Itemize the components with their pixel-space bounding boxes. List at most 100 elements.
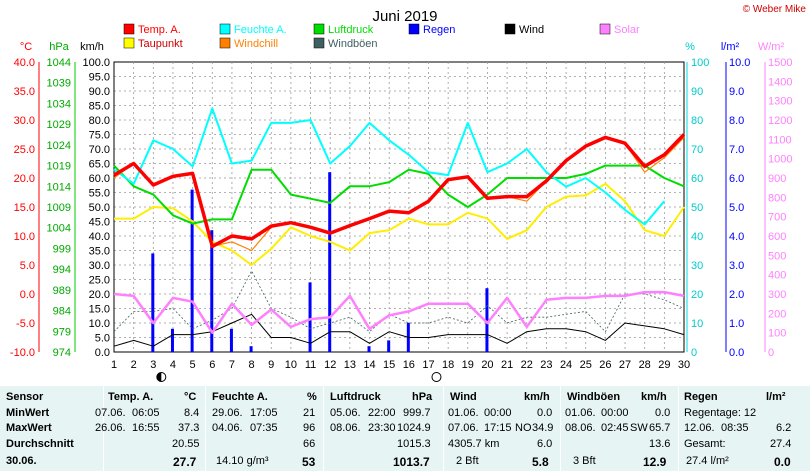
temp-tick-label: 40.0 — [14, 57, 35, 69]
gust-min-date: 01.06. — [565, 407, 596, 419]
humidity-series-line — [113, 107, 666, 226]
hum-min: 21 — [303, 407, 316, 419]
hum-tick-label: 60 — [691, 173, 703, 185]
pressure-series-line — [113, 164, 685, 225]
solar-tick-label: 1200 — [768, 115, 792, 127]
day-tick-label: 29 — [658, 359, 670, 371]
solar-tick-label: 400 — [768, 270, 786, 282]
press-today: 1013.7 — [393, 455, 430, 469]
wind-max-date: 07.06. — [448, 422, 479, 434]
gust-min-time: 00:00 — [601, 407, 629, 419]
wind-min-date: 01.06. — [448, 407, 479, 419]
wind-min: 0.0 — [537, 407, 553, 419]
day-tick-label: 25 — [580, 359, 592, 371]
temp-min-date: 07.06. — [95, 407, 126, 419]
press-tick-label: 979 — [53, 326, 71, 338]
hum-header: Feuchte A. — [212, 391, 268, 403]
press-tick-label: 984 — [53, 306, 71, 318]
press-max-time: 23:30 — [368, 422, 396, 434]
hum-tick-label: 40 — [691, 231, 703, 243]
wind-tick-label: 65.0 — [89, 159, 110, 171]
rain-tick-label: 2.0 — [729, 289, 744, 301]
rain-tick-label: 6.0 — [729, 173, 744, 185]
rain-bar — [485, 288, 489, 352]
hum-max-time: 07:35 — [250, 422, 278, 434]
row-max: MaxWert — [6, 422, 52, 434]
hum-tick-label: 20 — [691, 289, 703, 301]
wind-min-time: 00:00 — [484, 407, 512, 419]
press-tick-label: 1029 — [47, 119, 71, 131]
rain-today-sum: 27.4 l/m² — [686, 455, 729, 467]
temp-tick-label: -10.0 — [10, 347, 35, 359]
weather-chart: Juni 2019 © Weber Mike Temp. A. Feuchte A. L… — [10, 4, 806, 382]
temp-tick-label: 15.0 — [14, 202, 35, 214]
temp-tick-label: 10.0 — [14, 231, 35, 243]
gust-max: 65.7 — [649, 422, 671, 434]
hum-abs: 14.10 g/m³ — [216, 455, 269, 467]
wind-tick-label: 40.0 — [89, 231, 110, 243]
wind-tick-label: 45.0 — [89, 217, 110, 229]
day-tick-label: 15 — [383, 359, 395, 371]
hum-tick-label: 10 — [691, 318, 703, 330]
wind-today: 5.8 — [532, 455, 549, 469]
hum-tick-label: 30 — [691, 260, 703, 272]
legend-label: Wind — [519, 24, 544, 36]
temp-unit-label: °C — [20, 41, 32, 53]
legend-swatch — [219, 37, 231, 49]
temp-avg: 20.55 — [172, 438, 200, 450]
wind-tick-label: 100.0 — [82, 57, 110, 69]
row-avg: Durchschnitt — [6, 438, 74, 450]
wind-max-time: 17:15 — [484, 422, 512, 434]
wind-tick-label: 85.0 — [89, 101, 110, 113]
temp-max-date: 26.06. — [95, 422, 126, 434]
legend-label: Taupunkt — [138, 38, 183, 50]
day-tick-label: 18 — [442, 359, 454, 371]
day-tick-label: 14 — [363, 359, 375, 371]
rain-total-label: Gesamt: — [684, 438, 726, 450]
rain-tick-label: 3.0 — [729, 260, 744, 272]
solar-tick-label: 900 — [768, 173, 786, 185]
wind-tick-label: 5.0 — [95, 333, 110, 345]
hum-tick-label: 50 — [691, 202, 703, 214]
day-tick-label: 23 — [540, 359, 552, 371]
solar-series-line — [113, 290, 685, 334]
temp-tick-label: 0.0 — [20, 289, 35, 301]
solar-tick-label: 1500 — [768, 57, 792, 69]
legend-label: Windböen — [328, 38, 378, 50]
press-unit: hPa — [412, 391, 433, 403]
press-tick-label: 994 — [53, 264, 71, 276]
day-tick-label: 27 — [619, 359, 631, 371]
rain-bar — [229, 328, 233, 352]
rain-tick-label: 8.0 — [729, 115, 744, 127]
rain-bar — [387, 340, 391, 352]
hum-max-date: 04.06. — [212, 422, 243, 434]
legend-swatch — [219, 23, 231, 35]
day-tick-label: 16 — [403, 359, 415, 371]
hum-avg: 66 — [303, 438, 316, 450]
gust-max-time: 02:45 — [601, 422, 629, 434]
temp-tick-label: 30.0 — [14, 115, 35, 127]
press-tick-label: 1024 — [47, 140, 71, 152]
press-max-date: 08.06. — [330, 422, 361, 434]
wind-tick-label: 0.0 — [95, 347, 110, 359]
solar-tick-label: 100 — [768, 328, 786, 340]
hum-max: 96 — [303, 422, 316, 434]
rain-bar — [367, 346, 371, 352]
press-tick-label: 1009 — [47, 202, 71, 214]
day-tick-label: 19 — [462, 359, 474, 371]
day-tick-label: 13 — [344, 359, 356, 371]
solar-unit-label: W/m² — [758, 41, 785, 53]
solar-tick-label: 1400 — [768, 76, 792, 88]
press-unit-label: hPa — [49, 41, 69, 53]
temperature-series-line — [113, 133, 686, 249]
rain-bar — [210, 230, 214, 352]
gust-series-line — [113, 270, 685, 333]
rain-tick-label: 10.0 — [729, 57, 750, 69]
rain-tick-label: 7.0 — [729, 144, 744, 156]
hum-unit: % — [307, 391, 317, 403]
rain-max: 6.2 — [776, 422, 792, 434]
press-tick-label: 974 — [53, 347, 71, 359]
hum-tick-label: 0 — [691, 347, 697, 359]
rain-max-time: 08:35 — [721, 422, 749, 434]
press-tick-label: 1004 — [47, 223, 71, 235]
